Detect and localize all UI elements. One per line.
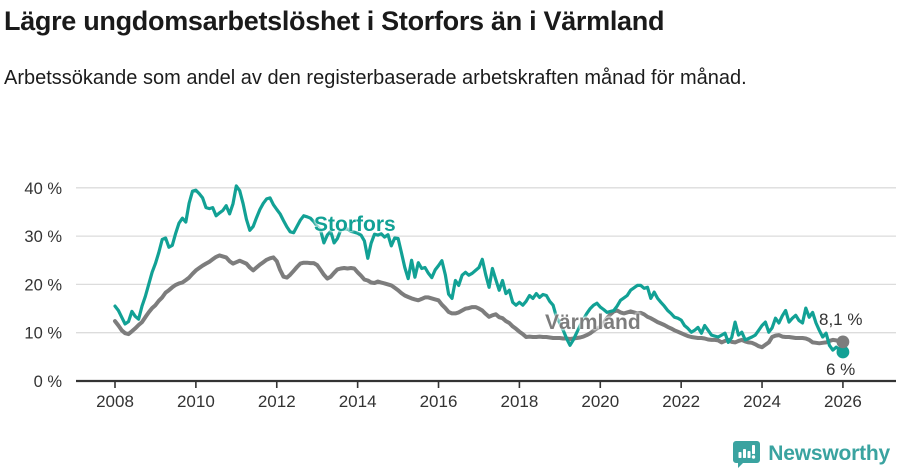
end-value-label-varmland: 8,1 %: [819, 310, 863, 329]
y-tick-label: 0 %: [34, 373, 63, 391]
series-label-varmland: Värmland: [545, 311, 641, 334]
series-line-värmland: [113, 253, 845, 350]
newsworthy-badge-icon: [733, 441, 761, 468]
y-tick-label: 10 %: [24, 325, 62, 343]
x-tick-label: 2024: [743, 392, 781, 411]
x-tick-label: 2026: [824, 392, 862, 411]
y-tick-label: 30 %: [24, 228, 62, 246]
y-tick-label: 20 %: [24, 276, 62, 294]
end-dot-storfors: [836, 345, 850, 359]
x-tick-label: 2008: [96, 392, 134, 411]
page-title: Lägre ungdomsarbetslöshet i Storfors än …: [4, 6, 665, 36]
x-tick-label: 2022: [662, 392, 700, 411]
x-tick-label: 2012: [258, 392, 296, 411]
chart-subtitle: Arbetssökande som andel av den registerb…: [4, 67, 747, 89]
x-tick-label: 2018: [500, 392, 538, 411]
newsworthy-wordmark: Newsworthy: [768, 441, 890, 465]
series-line-storfors: [113, 184, 845, 354]
x-tick-label: 2010: [177, 392, 215, 411]
x-tick-label: 2016: [420, 392, 458, 411]
x-tick-label: 2020: [581, 392, 619, 411]
end-dot-värmland: [836, 335, 850, 349]
newsworthy-logo: Newsworthy: [732, 439, 890, 468]
y-tick-label: 40 %: [24, 180, 62, 198]
series-label-storfors: Storfors: [314, 213, 396, 236]
end-value-label-storfors: 6 %: [826, 360, 856, 379]
x-tick-label: 2014: [339, 392, 377, 411]
